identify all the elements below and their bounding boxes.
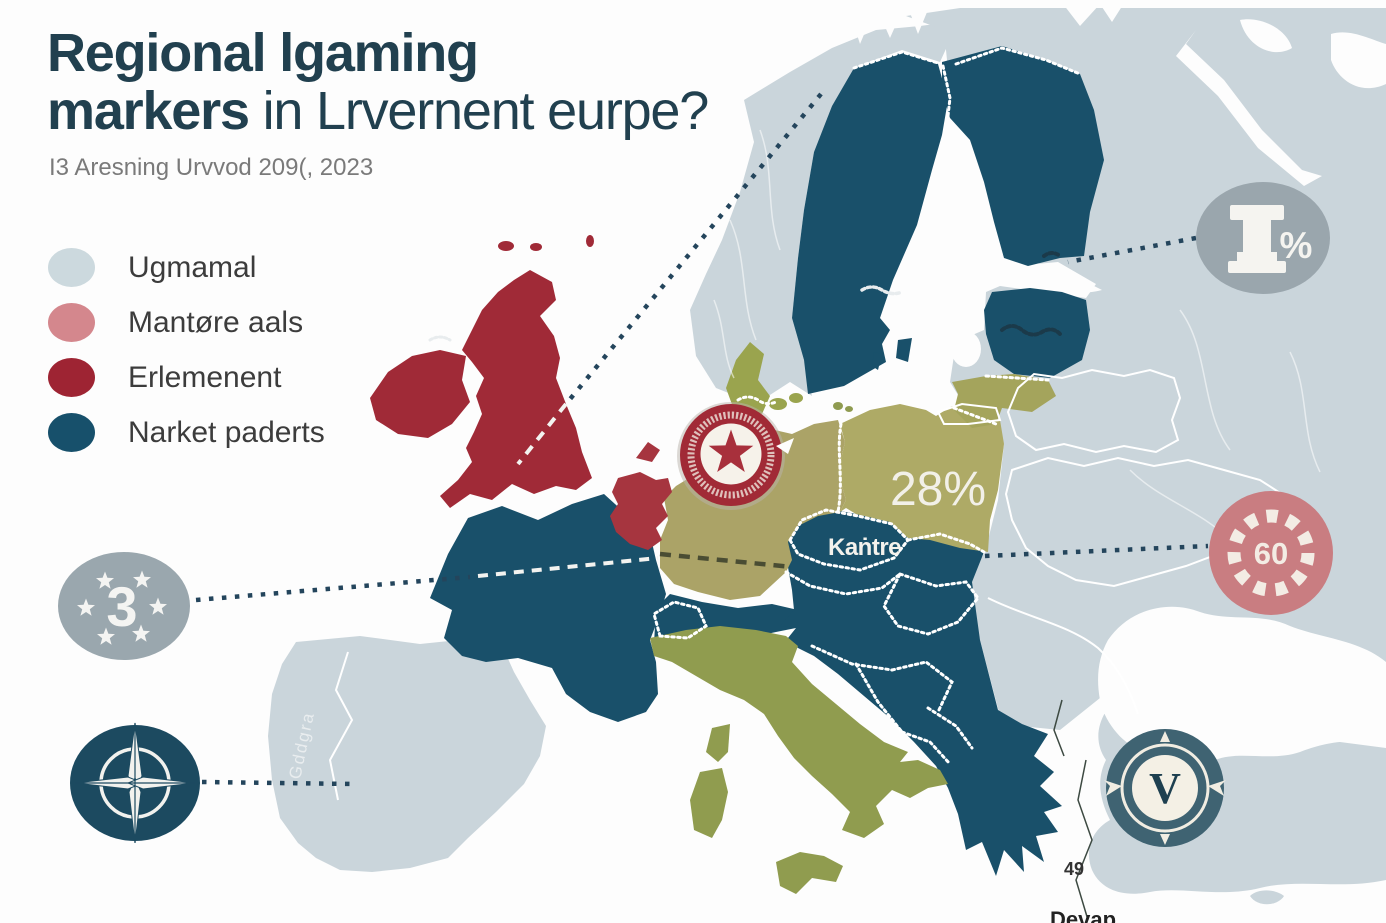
svg-text:Devap: Devap <box>1050 907 1116 923</box>
svg-text:Kaṅtre: Kaṅtre <box>828 534 901 561</box>
svg-text:28%: 28% <box>890 463 986 516</box>
svg-text:49: 49 <box>1064 859 1084 879</box>
svg-text:3: 3 <box>106 575 137 638</box>
svg-text:V: V <box>1149 764 1181 813</box>
svg-text:%: % <box>1280 225 1313 266</box>
svg-text:60: 60 <box>1254 536 1288 571</box>
